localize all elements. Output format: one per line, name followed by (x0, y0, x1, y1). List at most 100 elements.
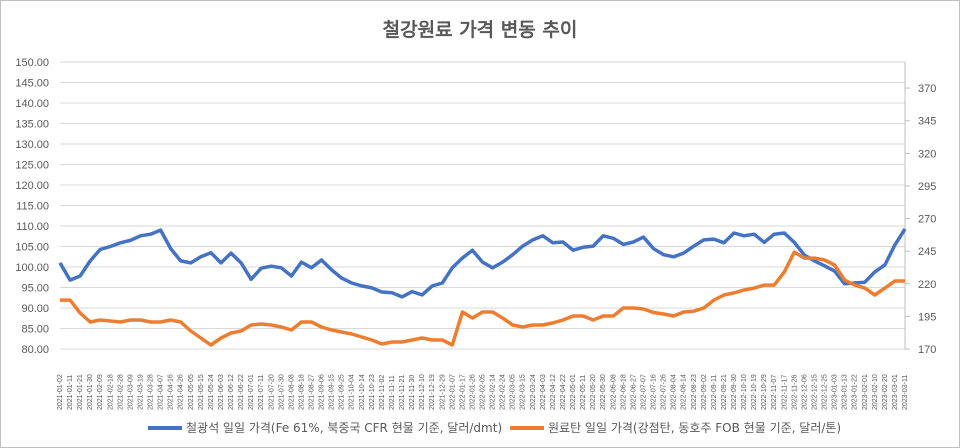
x-tick-label: 2021-12-10 (419, 374, 426, 410)
x-tick-label: 2022-12-06 (801, 374, 808, 410)
legend-label-coking-coal: 원료탄 일일 가격(강점탄, 동호주 FOB 현물 기준, 달러/톤) (548, 421, 841, 435)
x-tick-label: 2021-03-09 (127, 374, 134, 410)
x-tick-label: 2021-01-02 (57, 374, 64, 410)
y-tick-label: 135.00 (15, 119, 49, 131)
x-tick-label: 2021-02-18 (107, 374, 114, 410)
y-tick-label: 80.00 (21, 344, 49, 356)
y2-tick-label: 320 (918, 148, 936, 160)
x-tick-label: 2021-06-03 (218, 374, 225, 410)
x-tick-label: 2021-06-22 (238, 374, 245, 410)
y-tick-label: 130.00 (15, 139, 49, 151)
x-tick-label: 2022-06-18 (620, 374, 627, 410)
x-tick-label: 2022-09-21 (721, 374, 728, 410)
x-tick-label: 2021-01-11 (67, 375, 74, 410)
gridlines (60, 61, 905, 350)
x-tick-label: 2022-05-11 (580, 375, 587, 410)
x-tick-label: 2022-07-26 (661, 374, 668, 410)
x-tick-label: 2023-01-22 (852, 374, 859, 410)
x-tick-label: 2021-11-30 (409, 375, 416, 410)
legend-label-iron-ore: 철광석 일일 가격(Fe 61%, 북중국 CFR 현물 기준, 달러/dmt) (186, 421, 502, 435)
x-tick-label: 2021-06-12 (228, 374, 235, 410)
y2-tick-label: 220 (918, 279, 936, 291)
x-tick-label: 2022-08-04 (671, 374, 678, 410)
x-tick-label: 2021-01-21 (77, 374, 84, 410)
y-tick-label: 90.00 (21, 303, 49, 315)
y2-tick-label: 370 (918, 83, 936, 95)
x-tick-label: 2022-09-02 (701, 374, 708, 410)
x-tick-label: 2022-04-12 (550, 374, 557, 410)
y-tick-label: 100.00 (15, 262, 49, 274)
y-tick-label: 145.00 (15, 78, 49, 90)
x-tick-label: 2021-12-29 (439, 374, 446, 410)
x-tick-label: 2023-03-01 (892, 374, 899, 410)
x-tick-label: 2022-02-24 (500, 374, 507, 410)
x-tick-label: 2023-03-11 (902, 375, 909, 410)
x-tick-label: 2022-07-07 (640, 374, 647, 410)
x-tick-label: 2022-11-17 (781, 375, 788, 410)
x-tick-label: 2022-05-20 (590, 374, 597, 410)
x-tick-label: 2022-03-05 (510, 374, 517, 410)
x-tick-label: 2022-09-11 (711, 375, 718, 410)
x-tick-label: 2022-05-01 (570, 374, 577, 410)
x-tick-label: 2021-11-11 (389, 375, 396, 410)
y-tick-label: 85.00 (21, 324, 49, 336)
x-tick-label: 2021-05-15 (198, 374, 205, 410)
x-tick-label: 2021-07-01 (248, 374, 255, 410)
x-tick-label: 2021-08-08 (288, 374, 295, 410)
y-tick-label: 95.00 (21, 283, 49, 295)
x-tick-label: 2021-07-20 (268, 374, 275, 410)
x-tick-label: 2023-02-01 (862, 374, 869, 410)
x-tick-label: 2023-01-03 (832, 374, 839, 410)
x-tick-label: 2022-06-08 (610, 374, 617, 410)
y-tick-label: 125.00 (15, 160, 49, 172)
y2-tick-label: 245 (918, 246, 936, 258)
y2-tick-label: 195 (918, 311, 936, 323)
y-tick-label: 140.00 (15, 98, 49, 110)
x-tick-label: 2022-07-16 (651, 374, 658, 410)
x-tick-label: 2021-04-26 (178, 374, 185, 410)
y-tick-label: 110.00 (16, 221, 49, 233)
x-tick-label: 2022-05-30 (600, 374, 607, 410)
x-tick-label: 2021-10-23 (369, 374, 376, 410)
x-tick-label: 2021-07-11 (258, 375, 265, 410)
x-tick-label: 2022-02-14 (490, 374, 497, 410)
x-tick-label: 2022-10-19 (751, 374, 758, 410)
x-tick-label: 2021-02-09 (97, 374, 104, 410)
x-tick-label: 2022-03-15 (520, 374, 527, 410)
x-tick-label: 2022-01-26 (469, 374, 476, 410)
x-axis: 2021-01-02 2021-01-11 2021-01-21 2021-01-30… (57, 374, 909, 410)
series-line-0 (58, 227, 907, 299)
y-tick-label: 105.00 (15, 242, 49, 254)
x-tick-label: 2022-09-30 (731, 374, 738, 410)
x-tick-label: 2022-01-17 (459, 374, 466, 410)
x-tick-label: 2021-04-16 (168, 374, 175, 410)
x-tick-label: 2022-10-29 (761, 374, 768, 410)
x-tick-label: 2022-03-24 (530, 374, 537, 410)
x-tick-label: 2021-08-18 (298, 374, 305, 410)
series-line-1 (60, 250, 905, 347)
x-tick-label: 2022-04-03 (540, 374, 547, 410)
y-tick-label: 115.00 (16, 201, 49, 213)
y2-tick-label: 345 (918, 116, 936, 128)
legend: 철광석 일일 가격(Fe 61%, 북중국 CFR 현물 기준, 달러/dmt)… (148, 421, 841, 435)
x-tick-label: 2022-12-15 (811, 374, 818, 410)
legend-item-iron-ore[interactable]: 철광석 일일 가격(Fe 61%, 북중국 CFR 현물 기준, 달러/dmt) (148, 421, 502, 435)
y2-tick-label: 170 (918, 344, 936, 356)
right-y-axis: 170 195 220 245 270 295 320 345 370 (904, 62, 936, 356)
x-tick-label: 2021-12-19 (429, 374, 436, 410)
x-tick-label: 2022-04-22 (560, 374, 567, 410)
x-tick-label: 2021-10-04 (349, 374, 356, 410)
y-tick-label: 120.00 (15, 180, 49, 192)
chart-title: 철강원료 가격 변동 추이 (383, 19, 578, 41)
x-tick-label: 2022-12-25 (822, 374, 829, 410)
x-tick-label: 2022-10-10 (741, 374, 748, 410)
x-tick-label: 2021-02-28 (117, 374, 124, 410)
series-lines (58, 227, 907, 347)
x-tick-label: 2022-01-07 (449, 374, 456, 410)
legend-item-coking-coal[interactable]: 원료탄 일일 가격(강점탄, 동호주 FOB 현물 기준, 달러/톤) (510, 421, 841, 435)
x-tick-label: 2021-10-14 (359, 374, 366, 410)
x-tick-label: 2022-02-05 (480, 374, 487, 410)
x-tick-label: 2021-09-25 (339, 374, 346, 410)
x-tick-label: 2021-11-02 (379, 375, 386, 410)
